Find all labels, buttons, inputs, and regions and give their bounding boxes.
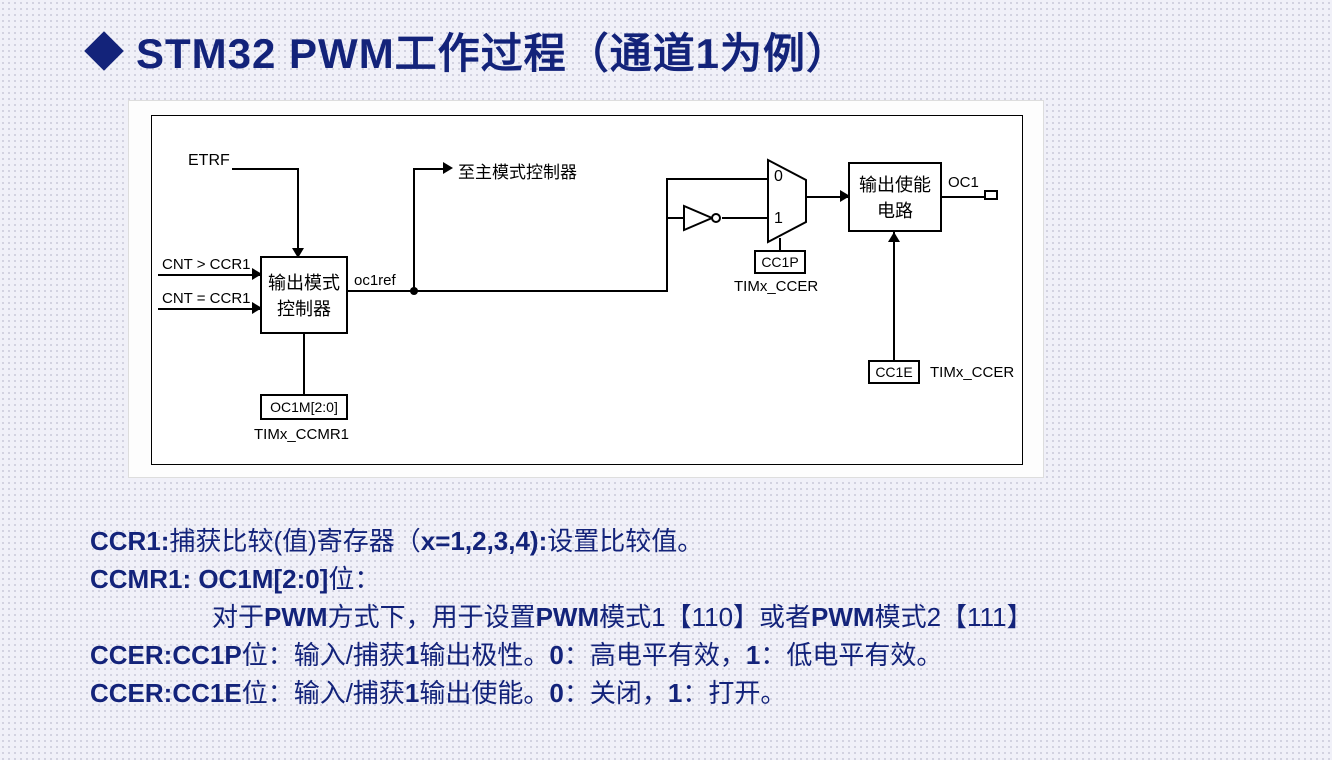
d4-mid2: ：高电平有效， [564, 640, 746, 670]
mux-1-label: 1 [774, 210, 783, 228]
omc-line1: 输出模式 [268, 269, 340, 295]
cnt-gt-label: CNT > CCR1 [162, 256, 251, 273]
oc1m-box: OC1M[2:0] [260, 394, 348, 420]
d1-strong: CCR1: [90, 526, 169, 556]
d3-pwm3: PWM [811, 602, 875, 632]
oc1m-vline [303, 334, 305, 394]
timx-ccmr1-label: TIMx_CCMR1 [254, 426, 349, 443]
oe-line1: 输出使能 [859, 171, 931, 197]
cc1e-arrow-icon [888, 232, 900, 242]
diamond-bullet-icon [84, 31, 124, 71]
d1-tail: 设置比较值。 [547, 526, 703, 556]
etrf-vline [297, 168, 299, 250]
up-to-master-vline [413, 168, 415, 292]
d5-tail: ：打开。 [682, 678, 786, 708]
d5-mid2: ：关闭， [564, 678, 668, 708]
inv-in-hline [666, 217, 684, 219]
to-mux0-hline [666, 178, 768, 180]
cc1p-box: CC1P [754, 250, 806, 274]
oc1ref-main-hline [348, 290, 668, 292]
d4-zero: 0 [549, 640, 563, 670]
d3-mid1: 方式下，用于设置 [328, 602, 536, 632]
oc1-port-icon [984, 190, 998, 200]
d4-tail: ：低电平有效。 [760, 640, 942, 670]
inverter-icon [682, 204, 720, 232]
timx-ccer-2-label: TIMx_CCER [930, 364, 1014, 381]
desc-line-2: CCMR1: OC1M[2:0]位： [90, 560, 380, 598]
d2-strong: CCMR1: OC1M[2:0] [90, 564, 328, 594]
to-master-hline [413, 168, 445, 170]
d5-zero: 0 [549, 678, 563, 708]
cc1p-vline [779, 238, 781, 250]
oc1-hline [942, 196, 984, 198]
split-vline [666, 178, 668, 292]
d5-one: 1 [405, 678, 419, 708]
oc1-label: OC1 [948, 174, 979, 191]
diagram-container: ETRF CNT > CCR1 CNT = CCR1 输出模式 控制器 oc1r… [128, 100, 1044, 478]
cnt-eq-label: CNT = CCR1 [162, 290, 251, 307]
d3-pwm2: PWM [536, 602, 600, 632]
d2-rest: 位： [328, 564, 380, 594]
d5-strong: CCER:CC1E [90, 678, 242, 708]
d3-mid2: 模式1【110】或者 [599, 602, 811, 632]
d4-strong: CCER:CC1P [90, 640, 242, 670]
cnteq-hline [158, 308, 260, 310]
cc1p-label: CC1P [761, 254, 798, 270]
diagram-frame: ETRF CNT > CCR1 CNT = CCR1 输出模式 控制器 oc1r… [151, 115, 1023, 465]
d1-x: x=1,2,3,4): [421, 526, 547, 556]
d4-mid: 输出极性。 [419, 640, 549, 670]
d4-one2: 1 [746, 640, 760, 670]
d5-rest: 位：输入/捕获 [242, 678, 405, 708]
title-row: STM32 PWM工作过程（通道1为例） [90, 20, 849, 81]
desc-line-1: CCR1:捕获比较(值)寄存器（x=1,2,3,4):设置比较值。 [90, 522, 703, 560]
inv-out-hline [722, 217, 768, 219]
etrf-hline [232, 168, 299, 170]
oc1m-label: OC1M[2:0] [270, 399, 338, 415]
cc1e-label: CC1E [875, 364, 912, 380]
to-master-label: 至主模式控制器 [458, 158, 577, 183]
desc-line-5: CCER:CC1E位：输入/捕获1输出使能。0：关闭，1：打开。 [90, 674, 786, 712]
mux-trapezoid [766, 158, 806, 236]
output-enable-box: 输出使能 电路 [848, 162, 942, 232]
timx-ccer-1-label: TIMx_CCER [734, 278, 818, 295]
d3-tail: 模式2【111】 [875, 602, 1033, 632]
omc-line2: 控制器 [277, 295, 331, 321]
d4-rest: 位：输入/捕获 [242, 640, 405, 670]
d1-rest: 捕获比较(值)寄存器（ [169, 526, 420, 556]
desc-line-4: CCER:CC1P位：输入/捕获1输出极性。0：高电平有效，1：低电平有效。 [90, 636, 942, 674]
etrf-label: ETRF [188, 152, 230, 170]
desc-line-3: 对于PWM方式下，用于设置PWM模式1【110】或者PWM模式2【111】 [212, 598, 1033, 636]
to-master-arrow-icon [443, 162, 453, 174]
oe-line2: 电路 [877, 197, 913, 223]
d3-pwm1: PWM [264, 602, 328, 632]
oc1ref-label: oc1ref [354, 272, 396, 289]
cntgt-hline [158, 274, 260, 276]
d4-one: 1 [405, 640, 419, 670]
d5-mid: 输出使能。 [419, 678, 549, 708]
d5-one2: 1 [668, 678, 682, 708]
output-mode-controller-box: 输出模式 控制器 [260, 256, 348, 334]
mux-0-label: 0 [774, 168, 783, 186]
cc1e-vline [893, 232, 895, 360]
page-title: STM32 PWM工作过程（通道1为例） [136, 20, 849, 81]
d3-pre: 对于 [212, 602, 264, 632]
cc1e-box: CC1E [868, 360, 920, 384]
